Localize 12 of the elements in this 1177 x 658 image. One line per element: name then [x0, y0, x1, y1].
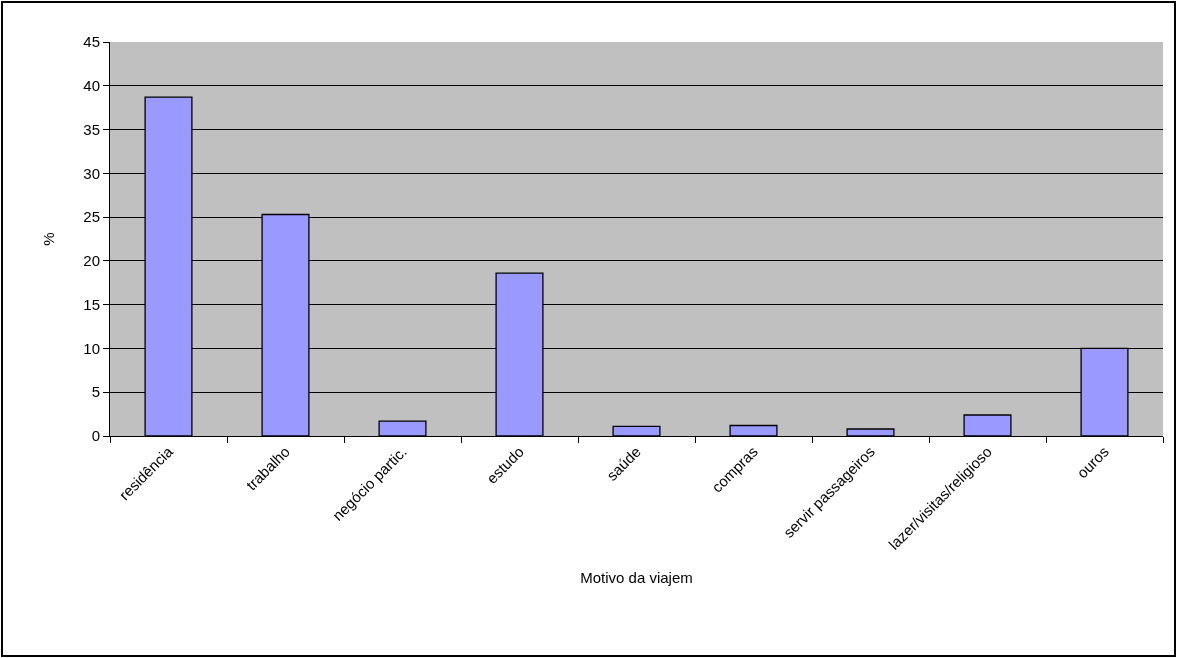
y-tick-label: 40 — [83, 77, 100, 95]
y-tick-label: 45 — [83, 33, 100, 51]
y-tick-label: 20 — [83, 252, 100, 270]
y-tick-label: 25 — [83, 208, 100, 226]
y-tick-label: 5 — [91, 383, 100, 401]
y-tick-label: 35 — [83, 120, 100, 138]
y-tick-label: 30 — [83, 164, 100, 182]
y-tick-label: 0 — [91, 427, 100, 445]
y-tick-label: 10 — [83, 339, 100, 357]
x-axis-title: Motivo da viajem — [580, 568, 693, 586]
y-tick-label: 15 — [83, 295, 100, 313]
y-axis-title: % — [39, 232, 57, 246]
